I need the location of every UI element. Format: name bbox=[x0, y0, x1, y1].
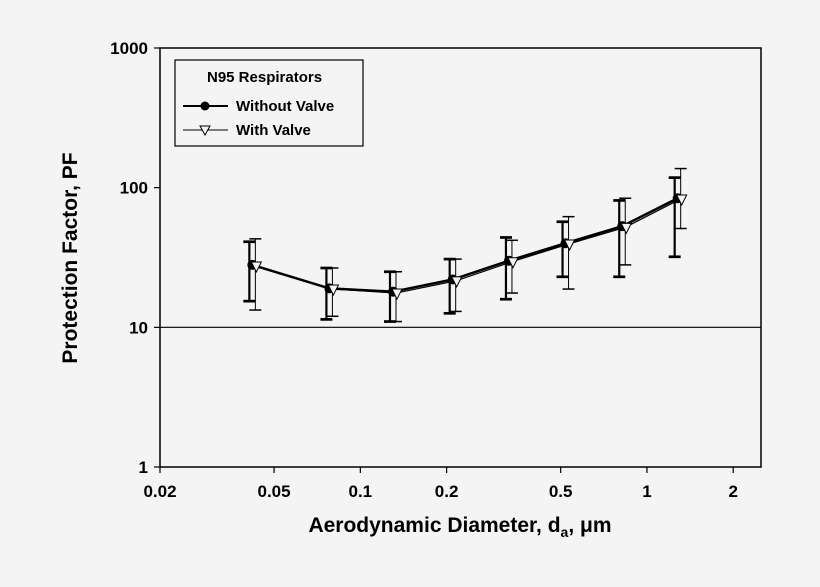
x-tick-label: 0.05 bbox=[258, 482, 291, 501]
data-point-with-valve bbox=[450, 276, 463, 289]
x-tick-label: 0.5 bbox=[549, 482, 573, 501]
y-tick-label: 1000 bbox=[110, 39, 148, 58]
legend-entry-with-valve: With Valve bbox=[236, 122, 311, 139]
legend-circle-icon bbox=[200, 101, 210, 111]
x-tick-label: 0.1 bbox=[349, 482, 373, 501]
data-point-with-valve bbox=[327, 284, 340, 297]
x-tick-label: 1 bbox=[642, 482, 651, 501]
legend-title: N95 Respirators bbox=[207, 69, 322, 86]
data-point-with-valve bbox=[563, 239, 576, 252]
y-tick-label: 10 bbox=[129, 318, 148, 337]
legend: N95 Respirators Without Valve With Valve bbox=[174, 59, 364, 147]
x-tick-label: 0.2 bbox=[435, 482, 459, 501]
data-point-with-valve bbox=[620, 222, 633, 235]
y-axis-label: Protection Factor, PF bbox=[59, 152, 82, 363]
x-tick-label: 0.02 bbox=[143, 482, 176, 501]
data-point-with-valve bbox=[507, 257, 519, 269]
y-tick-label: 1 bbox=[139, 458, 148, 477]
data-point-with-valve bbox=[391, 288, 403, 301]
legend-entry-without-valve: Without Valve bbox=[236, 98, 334, 115]
y-tick-label: 100 bbox=[120, 179, 148, 198]
series-line-1 bbox=[255, 198, 681, 294]
x-tick-label: 2 bbox=[728, 482, 737, 501]
data-point-with-valve bbox=[250, 261, 263, 274]
legend-triangle-icon bbox=[199, 125, 211, 137]
plot-area bbox=[159, 47, 762, 468]
x-axis-label: Aerodynamic Diameter, da, μm bbox=[308, 514, 611, 540]
data-point-with-valve bbox=[675, 194, 688, 207]
